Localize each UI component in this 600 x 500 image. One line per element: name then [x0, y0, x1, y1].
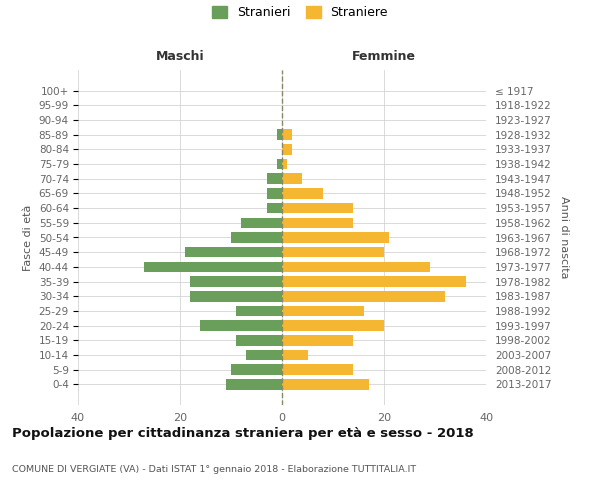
Text: Femmine: Femmine [352, 50, 416, 62]
Bar [247, 350, 282, 360]
Bar [226, 379, 282, 390]
Bar [282, 379, 369, 390]
Bar [236, 306, 282, 316]
Bar [241, 218, 282, 228]
Bar [231, 232, 282, 243]
Y-axis label: Fasce di età: Fasce di età [23, 204, 33, 270]
Text: COMUNE DI VERGIATE (VA) - Dati ISTAT 1° gennaio 2018 - Elaborazione TUTTITALIA.I: COMUNE DI VERGIATE (VA) - Dati ISTAT 1° … [12, 465, 416, 474]
Y-axis label: Anni di nascita: Anni di nascita [559, 196, 569, 279]
Bar [282, 174, 302, 184]
Bar [267, 174, 282, 184]
Bar [282, 188, 323, 198]
Bar [282, 203, 353, 213]
Bar [282, 158, 287, 170]
Bar [236, 335, 282, 345]
Bar [185, 247, 282, 258]
Bar [277, 130, 282, 140]
Bar [267, 188, 282, 198]
Bar [282, 350, 308, 360]
Bar [231, 364, 282, 375]
Bar [282, 364, 353, 375]
Bar [282, 335, 353, 345]
Bar [282, 276, 466, 287]
Bar [282, 218, 353, 228]
Bar [282, 232, 389, 243]
Bar [282, 144, 292, 154]
Bar [145, 262, 282, 272]
Bar [282, 320, 384, 331]
Bar [190, 276, 282, 287]
Text: Popolazione per cittadinanza straniera per età e sesso - 2018: Popolazione per cittadinanza straniera p… [12, 428, 474, 440]
Bar [282, 130, 292, 140]
Bar [282, 306, 364, 316]
Legend: Stranieri, Straniere: Stranieri, Straniere [212, 6, 388, 19]
Bar [282, 247, 384, 258]
Bar [190, 291, 282, 302]
Bar [277, 158, 282, 170]
Bar [282, 291, 445, 302]
Bar [282, 262, 430, 272]
Bar [267, 203, 282, 213]
Text: Maschi: Maschi [155, 50, 205, 62]
Bar [200, 320, 282, 331]
